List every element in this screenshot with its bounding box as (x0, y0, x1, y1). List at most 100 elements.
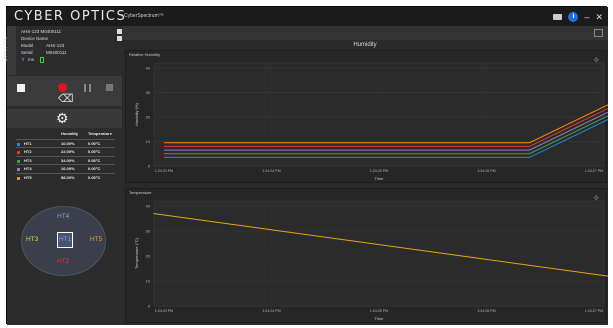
end-button[interactable] (106, 84, 113, 91)
pause-button[interactable] (84, 84, 91, 92)
y-axis-label: Humidity (%) (134, 102, 139, 126)
record-button[interactable] (58, 83, 67, 92)
channel-selector-ring: HT4 HT3 HT1 HT5 HT2 (21, 206, 106, 276)
serial-value: M0400111 (46, 50, 67, 55)
settings-bar: ⚙ (7, 109, 122, 128)
channel-color-swatch (17, 168, 20, 171)
channel-color-swatch (17, 176, 20, 180)
brand-logo: CYBER OPTICS (14, 9, 127, 24)
ring-ht2[interactable]: HT2 (57, 258, 70, 265)
y-tick-label: 30 (146, 90, 151, 95)
channel-color-swatch (17, 151, 20, 154)
x-axis-label: Time (375, 176, 385, 181)
channel-name: HT1 (24, 140, 32, 146)
x-axis-label: Time (375, 316, 385, 321)
table-row: HT3 34.00% 0.00°C (16, 155, 115, 165)
x-tick-label: 1:24:27 PM (585, 169, 603, 173)
model-value: AHS-123 (46, 43, 65, 48)
channel-name: HT4 (24, 166, 32, 171)
ring-ht5[interactable]: HT5 (90, 236, 103, 243)
x-tick-label: 1:24:24 PM (262, 169, 280, 173)
close-icon[interactable]: ✕ (595, 11, 603, 22)
x-tick-label: 1:24:24 PM (262, 309, 280, 313)
x-tick-label: 1:24:27 PM (585, 309, 603, 313)
x-tick-label: 1:24:25 PM (370, 169, 388, 173)
info-icon[interactable]: i (568, 11, 579, 22)
y-tick-label: 10 (146, 279, 151, 284)
y-axis-label: Temperature (°C) (134, 237, 139, 268)
humidity-value: 10.00% (61, 140, 75, 146)
app-window: CYBER OPTICS CyberSpectrum™ i – ✕ Device… (3, 6, 608, 325)
channel-name: HT3 (24, 157, 32, 163)
sidebar: Device Info AHS-123 M0400111 Device Name… (3, 26, 122, 325)
ring-ht4[interactable]: HT4 (57, 213, 70, 220)
rate-unit: ms (28, 57, 34, 62)
series-line (164, 111, 608, 151)
eraser-icon[interactable]: ⌫ (58, 93, 74, 105)
temperature-value: 0.00°C (88, 157, 101, 163)
device-name-label: Device Name (21, 36, 49, 41)
temperature-value: 0.00°C (88, 166, 101, 171)
channel-name: HT2 (24, 149, 32, 154)
serial-label: Serial (21, 50, 33, 55)
channel-color-swatch (17, 142, 20, 146)
y-tick-label: 10 (146, 139, 151, 144)
device-info: AHS-123 M0400111 Device Name Model AHS-12… (18, 28, 122, 74)
x-tick-label: 1:24:23 PM (155, 309, 173, 313)
channel-name: HT5 (24, 174, 32, 180)
series-line (164, 115, 608, 155)
pin-icon[interactable]: ✧ (592, 193, 600, 203)
x-tick-label: 1:24:26 PM (477, 169, 495, 173)
device-id: AHS-123 M0400111 (21, 29, 62, 34)
stop-button[interactable] (17, 84, 25, 92)
series-line (164, 118, 608, 158)
channel-table: Humidity Temperature HT1 10.00% 0.00°C HT2 2… (16, 130, 115, 181)
page-title: Humidity (353, 42, 377, 48)
humidity-value: 58.00% (61, 174, 75, 180)
series-line (164, 107, 608, 147)
table-row: HT1 10.00% 0.00°C (16, 138, 115, 148)
folder-icon[interactable] (553, 13, 563, 20)
x-tick-label: 1:24:26 PM (477, 309, 495, 313)
main-area: Humidity Relative Humidity ✧ ♦ 010203040… (122, 26, 608, 325)
x-tick-label: 1:24:25 PM (370, 309, 388, 313)
gear-icon[interactable]: ⚙ (56, 110, 69, 126)
y-tick-label: 20 (146, 114, 151, 119)
ring-ht3[interactable]: HT3 (26, 236, 39, 243)
humidity-value: 16.00% (61, 166, 75, 171)
y-tick-label: 40 (146, 65, 151, 70)
humidity-chart: 0 10 20 30 40 1:24:23 PM 1:24:24 PM 1:24:25 PM 1… (134, 62, 608, 181)
device-name-checkbox[interactable] (117, 36, 122, 41)
col-temperature: Temperature (88, 131, 112, 136)
temperature-chart: 0 10 20 30 40 1:24:23 PM 1:24:24 PM 1:24:25 PM 1… (134, 200, 608, 321)
series-line (164, 104, 608, 144)
series-line (153, 213, 608, 277)
title-bar: CYBER OPTICS CyberSpectrum™ i – ✕ (7, 7, 608, 26)
table-row: HT2 22.00% 0.00°C (16, 147, 115, 156)
x-tick-label: 1:24:23 PM (155, 169, 173, 173)
window-controls: i – ✕ (553, 11, 603, 22)
pin-icon[interactable]: ✧ (592, 55, 600, 65)
minimize-icon[interactable]: – (584, 11, 590, 22)
temperature-value: 0.00°C (88, 140, 101, 146)
record-controls (7, 76, 122, 106)
temperature-value: 0.00°C (88, 149, 101, 154)
y-tick-label: 0 (148, 304, 151, 309)
y-tick-label: 40 (146, 204, 151, 209)
temperature-chart-title: Temperature (129, 190, 152, 195)
table-header: Humidity Temperature (16, 130, 115, 139)
model-label: Model (21, 43, 34, 48)
ring-ht1[interactable]: HT1 (57, 232, 73, 248)
temperature-value: 0.00°C (88, 174, 101, 180)
device-info-tab[interactable]: Device Info (3, 26, 16, 75)
table-row: HT5 58.00% 0.00°C (16, 172, 115, 182)
y-tick-label: 30 (146, 229, 151, 234)
product-name: CyberSpectrum™ (124, 13, 164, 19)
main-toolbar (122, 26, 608, 40)
y-tick-label: 20 (146, 254, 151, 259)
expand-icon[interactable] (594, 29, 603, 37)
humidity-value: 22.00% (61, 149, 75, 154)
device-checkbox[interactable] (117, 29, 122, 34)
